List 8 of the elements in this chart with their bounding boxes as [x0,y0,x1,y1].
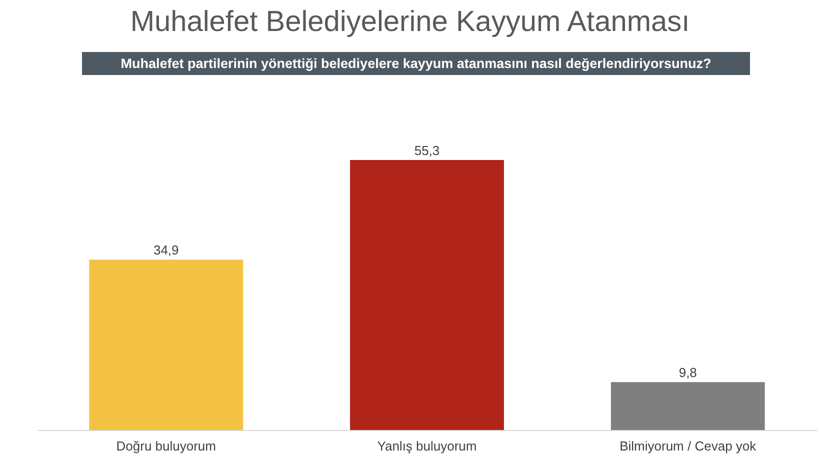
data-label: 55,3 [414,143,440,158]
data-label: 9,8 [678,365,697,380]
x-tick-label: Yanlış buluyorum [377,438,477,454]
data-label: 34,9 [153,242,179,258]
chart-subtitle: Muhalefet partilerinin yönettiği belediyelere kayyum atanmasını nasıl değerlendiriyorsunuz? [82,52,750,75]
x-tick-label: Doğru buluyorum [116,438,216,454]
chart-title: Muhalefet Belediyelerine Kayyum Atanması [129,6,691,39]
x-tick-label: Bilmiyorum / Cevap yok [620,438,757,454]
